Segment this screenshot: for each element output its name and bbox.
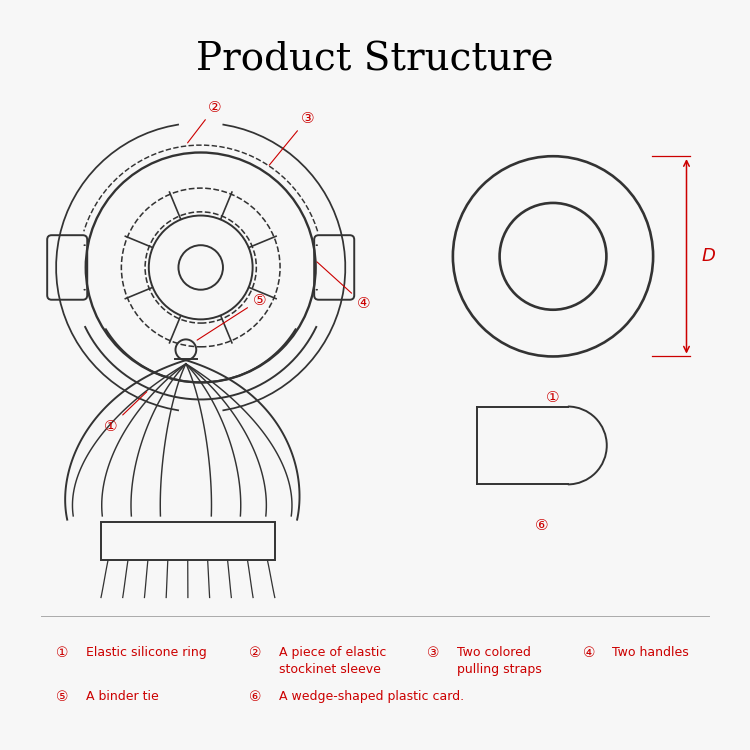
Bar: [100, 522, 275, 560]
Text: D: D: [701, 248, 715, 266]
Text: ⑤: ⑤: [197, 292, 266, 340]
Text: Two handles: Two handles: [612, 646, 689, 658]
Text: ③: ③: [269, 111, 314, 165]
Text: ⑤: ⑤: [56, 690, 68, 704]
Text: ④: ④: [583, 646, 596, 660]
Text: ①: ①: [546, 390, 560, 405]
Text: ⑥: ⑥: [249, 690, 262, 704]
Text: ②: ②: [249, 646, 262, 660]
Text: Two colored
pulling straps: Two colored pulling straps: [457, 646, 542, 676]
Text: ②: ②: [188, 100, 222, 143]
Text: Elastic silicone ring: Elastic silicone ring: [86, 646, 206, 658]
Text: ①: ①: [56, 646, 68, 660]
Text: A wedge-shaped plastic card.: A wedge-shaped plastic card.: [278, 690, 464, 703]
Text: ③: ③: [427, 646, 439, 660]
Text: ①: ①: [104, 392, 147, 433]
Text: ④: ④: [317, 262, 370, 311]
Text: Product Structure: Product Structure: [196, 41, 554, 78]
Text: A piece of elastic
stockinet sleeve: A piece of elastic stockinet sleeve: [278, 646, 386, 676]
Text: ⑥: ⑥: [535, 518, 549, 532]
Text: A binder tie: A binder tie: [86, 690, 158, 703]
